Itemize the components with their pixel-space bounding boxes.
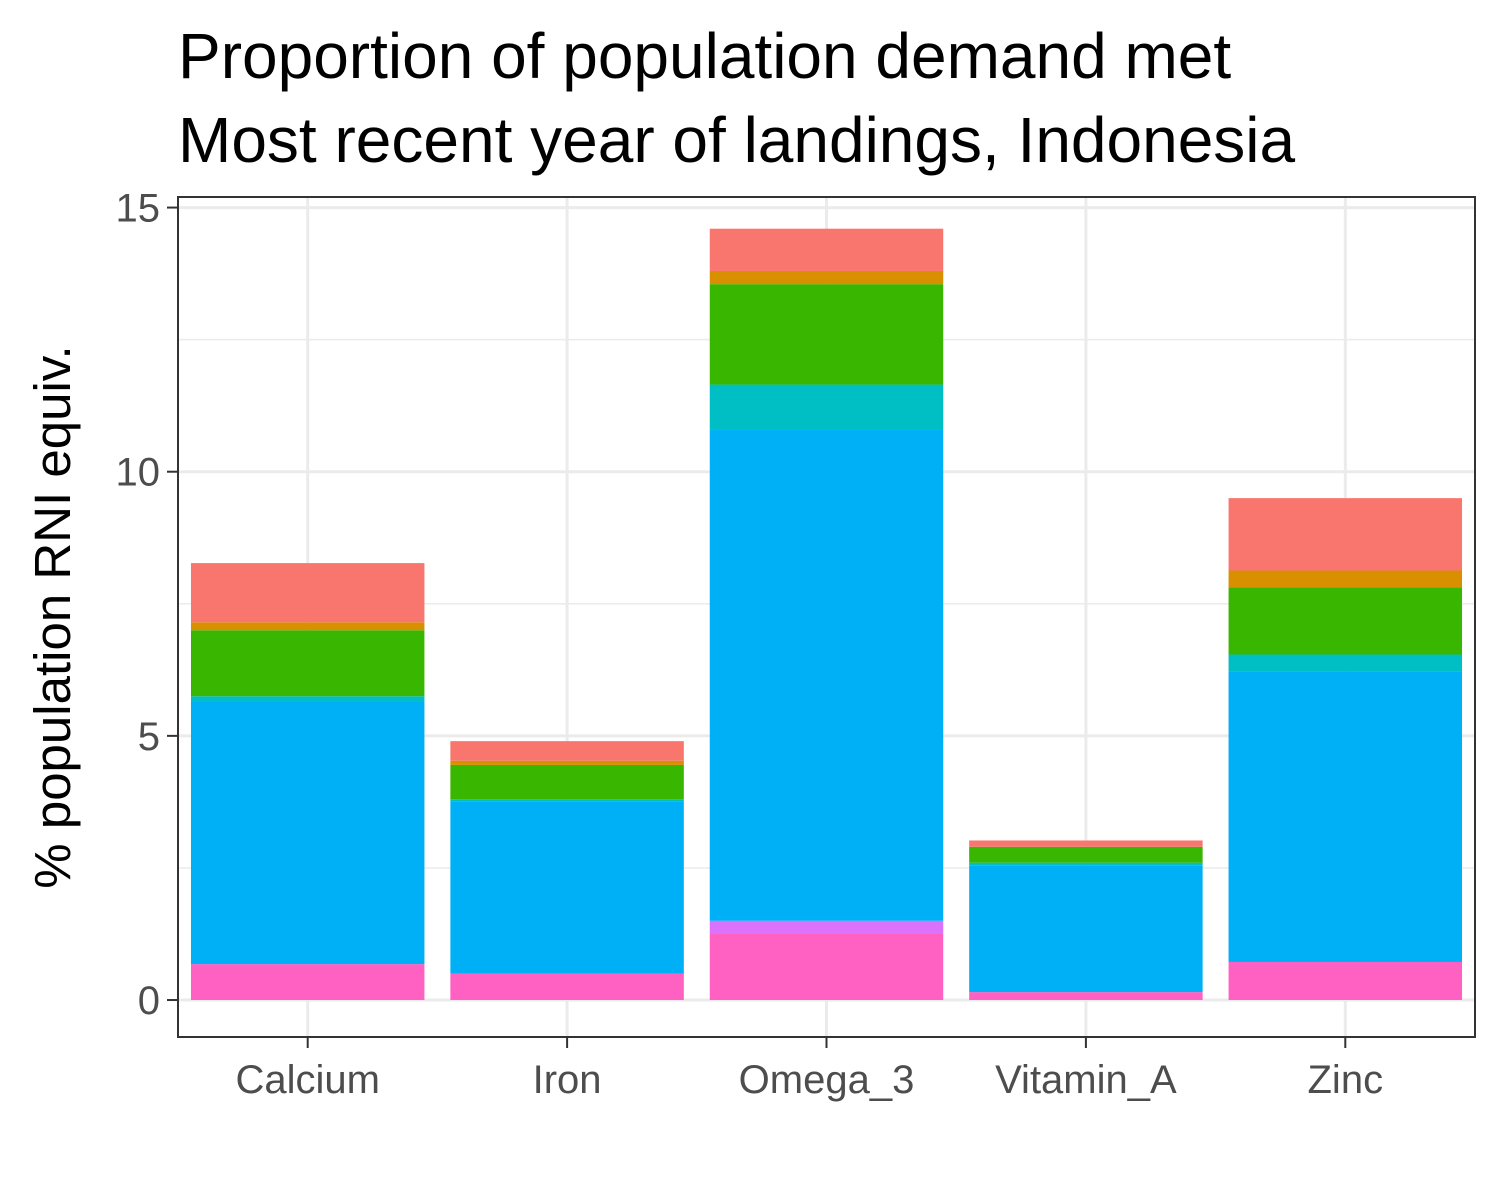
bar-segment-Iron-3 <box>450 799 684 802</box>
y-axis-title: % population RNI equiv. <box>24 345 81 888</box>
bar-segment-Omega_3-3 <box>709 384 944 430</box>
chart-title-line-2: Most recent year of landings, Indonesia <box>178 104 1296 176</box>
bar-segment-Calcium-3 <box>190 696 425 702</box>
y-tick-label: 0 <box>138 979 160 1023</box>
bar-segment-Omega_3-0 <box>709 933 944 1001</box>
bar-segment-Iron-5 <box>450 760 684 765</box>
y-tick-label: 10 <box>116 451 161 495</box>
x-tick-label: Iron <box>533 1058 602 1102</box>
bar-segment-Iron-0 <box>450 973 684 1001</box>
bar-segment-Omega_3-4 <box>709 284 944 385</box>
bar-segment-Zinc-3 <box>1228 654 1463 672</box>
chart-title-line-1: Proportion of population demand met <box>178 20 1232 92</box>
bar-segment-Omega_3-1 <box>709 920 944 934</box>
bar-segment-Omega_3-6 <box>709 228 944 271</box>
bar-segment-Vitamin_A-4 <box>969 846 1203 863</box>
axes: 0 5 10 15 Calcium Iron Omega_3 Vitamin_A Zinc <box>116 187 1384 1102</box>
bar-segment-Calcium-4 <box>190 630 425 697</box>
bar-segment-Vitamin_A-3 <box>969 862 1203 866</box>
x-tick-label: Zinc <box>1308 1058 1384 1102</box>
bar-segment-Calcium-2 <box>190 701 425 965</box>
bar-segment-Vitamin_A-2 <box>969 865 1203 993</box>
chart-title: Proportion of population demand met Most… <box>178 14 1488 182</box>
bars <box>190 228 1463 1001</box>
x-tick-label: Vitamin_A <box>995 1058 1177 1102</box>
bar-segment-Zinc-4 <box>1228 587 1463 655</box>
bar-segment-Vitamin_A-0 <box>969 992 1203 1001</box>
x-tick-label: Calcium <box>235 1058 379 1102</box>
bar-segment-Iron-6 <box>450 741 684 761</box>
bar-segment-Vitamin_A-6 <box>969 840 1203 847</box>
bar-segment-Omega_3-2 <box>709 429 944 921</box>
bar-segment-Zinc-0 <box>1228 961 1463 1001</box>
bar-segment-Zinc-6 <box>1228 498 1463 571</box>
y-tick-label: 5 <box>138 715 160 759</box>
bar-segment-Zinc-2 <box>1228 671 1463 962</box>
bar-segment-Omega_3-5 <box>709 270 944 285</box>
x-tick-label: Omega_3 <box>739 1058 915 1102</box>
bar-segment-Iron-4 <box>450 764 684 800</box>
y-tick-label: 15 <box>116 187 161 231</box>
bar-segment-Calcium-0 <box>190 964 425 1001</box>
bar-segment-Iron-2 <box>450 801 684 974</box>
bar-segment-Zinc-5 <box>1228 570 1463 588</box>
bar-segment-Calcium-6 <box>190 563 425 623</box>
bar-segment-Calcium-5 <box>190 622 425 631</box>
